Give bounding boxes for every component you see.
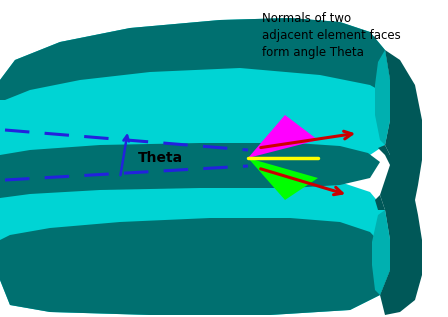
Polygon shape [372, 210, 390, 295]
Polygon shape [248, 158, 318, 200]
Polygon shape [0, 218, 390, 315]
Polygon shape [248, 115, 318, 158]
Polygon shape [380, 50, 422, 315]
Text: Theta: Theta [138, 151, 183, 165]
Polygon shape [0, 18, 390, 100]
Polygon shape [378, 145, 390, 165]
Polygon shape [0, 143, 380, 198]
Text: Normals of two
adjacent element faces
form angle Theta: Normals of two adjacent element faces fo… [262, 12, 401, 59]
Polygon shape [375, 195, 385, 210]
Polygon shape [375, 50, 390, 145]
Polygon shape [0, 18, 390, 315]
